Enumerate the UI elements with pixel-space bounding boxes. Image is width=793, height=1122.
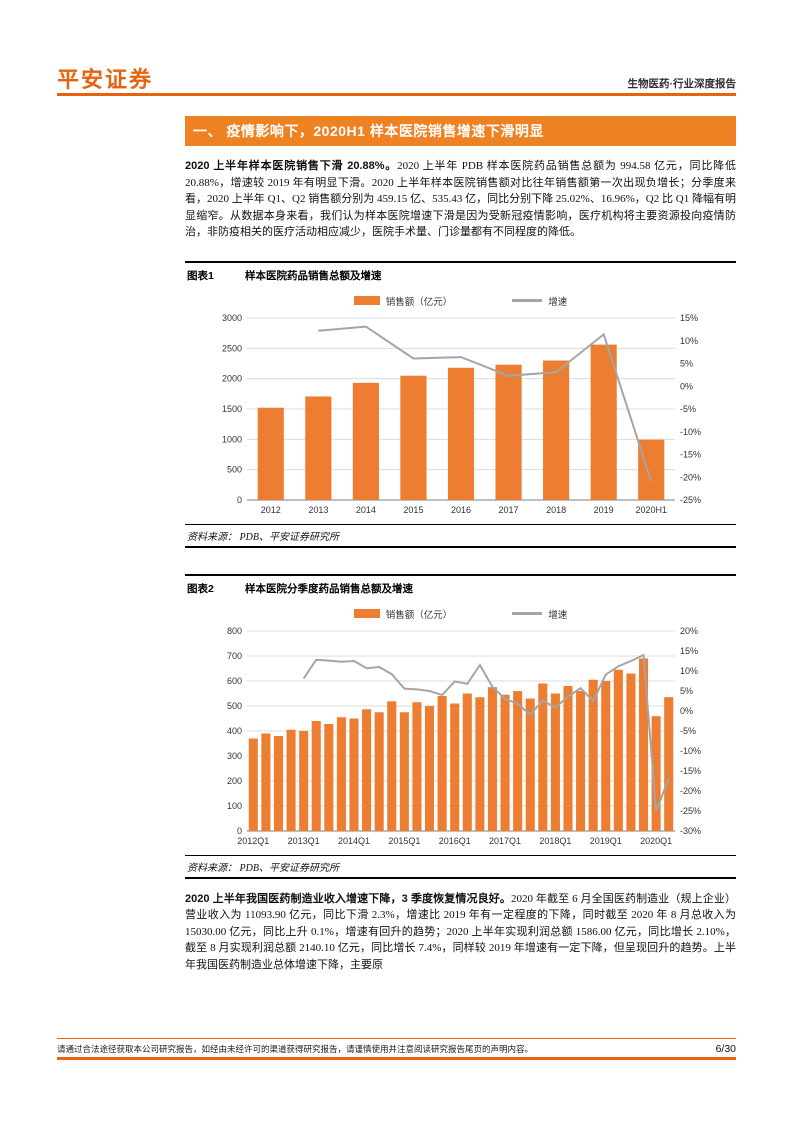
svg-text:-15%: -15% <box>680 449 701 459</box>
footer-divider-top <box>57 1038 736 1039</box>
quarterly-sales-chart: 0 100 200 300 400 500 600 700 800 -30% -25% -20% -15… <box>226 626 701 846</box>
svg-text:0%: 0% <box>680 706 693 716</box>
svg-text:100: 100 <box>226 801 241 811</box>
svg-text:1500: 1500 <box>221 404 241 414</box>
footer: 请通过合法途径获取本公司研究报告，如经由未经许可的渠道获得研究报告，请谨慎使用并… <box>57 1043 736 1055</box>
svg-text:700: 700 <box>226 651 241 661</box>
svg-text:2000: 2000 <box>221 373 241 383</box>
svg-text:2013: 2013 <box>308 505 328 515</box>
svg-text:0: 0 <box>236 495 241 505</box>
svg-text:3000: 3000 <box>221 313 241 323</box>
svg-text:-20%: -20% <box>680 472 701 482</box>
svg-text:10%: 10% <box>680 335 698 345</box>
svg-text:500: 500 <box>226 701 241 711</box>
legend-label-growth: 增速 <box>548 609 568 621</box>
svg-text:600: 600 <box>226 676 241 686</box>
svg-text:-20%: -20% <box>680 786 701 796</box>
svg-text:2020H1: 2020H1 <box>635 505 667 515</box>
paragraph-2: 2020 上半年我国医药制造业收入增速下降，3 季度恢复情况良好。2020 年截… <box>185 891 736 974</box>
figure-2: 图表2 样本医院分季度药品销售总额及增速 销售额（亿元） 增速 0 100 200 3… <box>185 573 736 879</box>
page-number: 6/30 <box>715 1043 736 1055</box>
svg-text:2019Q1: 2019Q1 <box>589 836 621 846</box>
legend-item-sales: 销售额（亿元） <box>353 294 453 308</box>
legend-label-sales: 销售额（亿元） <box>385 296 453 308</box>
figure-1-label: 图表1 <box>187 269 214 282</box>
svg-text:2017Q1: 2017Q1 <box>489 836 521 846</box>
footer-divider-bottom <box>57 1057 736 1060</box>
figure-2-source: 资料来源： PDB、平安证券研究所 <box>185 854 736 879</box>
paragraph-2-lead: 2020 上半年我国医药制造业收入增速下降，3 季度恢复情况良好。 <box>185 892 512 905</box>
figure-2-caption: 图表2 样本医院分季度药品销售总额及增速 <box>185 576 736 600</box>
svg-text:400: 400 <box>226 726 241 736</box>
svg-text:15%: 15% <box>680 313 698 323</box>
svg-text:2012: 2012 <box>260 505 280 515</box>
svg-text:0: 0 <box>236 826 241 836</box>
section-title: 一、 疫情影响下，2020H1 样本医院销售增速下滑明显 <box>185 116 736 146</box>
svg-text:-15%: -15% <box>680 766 701 776</box>
paragraph-2-body: 2020 年截至 6 月全国医药制造业（规上企业）营业收入为 11093.90 … <box>185 892 737 971</box>
svg-text:-10%: -10% <box>680 746 701 756</box>
bar-swatch-icon <box>353 296 380 305</box>
legend-item-growth: 增速 <box>512 607 567 621</box>
svg-text:-30%: -30% <box>680 826 701 836</box>
svg-text:2018: 2018 <box>546 505 566 515</box>
svg-text:2500: 2500 <box>221 343 241 353</box>
figure-1-title: 样本医院药品销售总额及增速 <box>245 269 382 282</box>
legend-label-sales: 销售额（亿元） <box>385 609 453 621</box>
svg-text:-25%: -25% <box>680 495 701 505</box>
svg-text:-5%: -5% <box>680 726 696 736</box>
svg-text:1000: 1000 <box>221 434 241 444</box>
bar-swatch-icon <box>353 609 380 618</box>
svg-text:20%: 20% <box>680 626 698 636</box>
svg-text:-10%: -10% <box>680 426 701 436</box>
svg-text:0%: 0% <box>680 381 693 391</box>
svg-text:2016: 2016 <box>450 505 470 515</box>
svg-text:2015: 2015 <box>403 505 423 515</box>
svg-text:2016Q1: 2016Q1 <box>438 836 470 846</box>
svg-text:500: 500 <box>226 464 241 474</box>
line-swatch-icon <box>512 299 543 302</box>
figure-2-label: 图表2 <box>187 582 214 595</box>
svg-text:5%: 5% <box>680 358 693 368</box>
svg-text:2014: 2014 <box>355 505 375 515</box>
svg-text:10%: 10% <box>680 666 698 676</box>
content-column: 一、 疫情影响下，2020H1 样本医院销售增速下滑明显 2020 上半年样本医… <box>185 116 736 973</box>
company-logo: 平安证券 <box>57 67 154 92</box>
legend-item-sales: 销售额（亿元） <box>353 607 453 621</box>
svg-text:800: 800 <box>226 626 241 636</box>
svg-text:200: 200 <box>226 776 241 786</box>
paragraph-1-lead: 2020 上半年样本医院销售下滑 20.88%。 <box>185 160 398 172</box>
figure-2-chart-area: 销售额（亿元） 增速 0 100 200 300 400 500 600 700 800 -30%… <box>185 600 736 855</box>
svg-text:2012Q1: 2012Q1 <box>237 836 269 846</box>
figure-1-chart-area: 销售额（亿元） 增速 0 500 1000 1500 2000 2500 3000 -25% -… <box>185 287 736 524</box>
line-swatch-icon <box>512 612 543 615</box>
svg-text:-5%: -5% <box>680 404 696 414</box>
figure-1-caption: 图表1 样本医院药品销售总额及增速 <box>185 263 736 287</box>
paragraph-1-body: 2020 上半年 PDB 样本医院药品销售总额为 994.58 亿元，同比降低 … <box>185 160 736 238</box>
figure-1: 图表1 样本医院药品销售总额及增速 销售额（亿元） 增速 0 500 1000 150… <box>185 260 736 548</box>
svg-text:2013Q1: 2013Q1 <box>287 836 319 846</box>
legend-item-growth: 增速 <box>512 294 567 308</box>
svg-text:2020Q1: 2020Q1 <box>640 836 672 846</box>
figure-2-title: 样本医院分季度药品销售总额及增速 <box>245 582 413 595</box>
footer-disclaimer: 请通过合法途径获取本公司研究报告，如经由未经许可的渠道获得研究报告，请谨慎使用并… <box>57 1044 534 1054</box>
paragraph-1: 2020 上半年样本医院销售下滑 20.88%。2020 上半年 PDB 样本医… <box>185 158 736 241</box>
svg-text:300: 300 <box>226 751 241 761</box>
svg-text:2015Q1: 2015Q1 <box>388 836 420 846</box>
annual-sales-chart: 0 500 1000 1500 2000 2500 3000 -25% -20% -15% -10%… <box>221 313 701 515</box>
svg-text:2019: 2019 <box>593 505 613 515</box>
svg-text:2018Q1: 2018Q1 <box>539 836 571 846</box>
svg-text:-25%: -25% <box>680 806 701 816</box>
figure-1-legend: 销售额（亿元） 增速 <box>185 294 736 308</box>
figure-1-source: 资料来源： PDB、平安证券研究所 <box>185 523 736 548</box>
svg-text:5%: 5% <box>680 686 693 696</box>
report-type-label: 生物医药·行业深度报告 <box>627 78 737 90</box>
figure-2-legend: 销售额（亿元） 增速 <box>185 607 736 621</box>
svg-text:2017: 2017 <box>498 505 518 515</box>
svg-text:15%: 15% <box>680 646 698 656</box>
legend-label-growth: 增速 <box>548 296 568 308</box>
svg-text:2014Q1: 2014Q1 <box>337 836 369 846</box>
header-divider <box>57 93 736 96</box>
